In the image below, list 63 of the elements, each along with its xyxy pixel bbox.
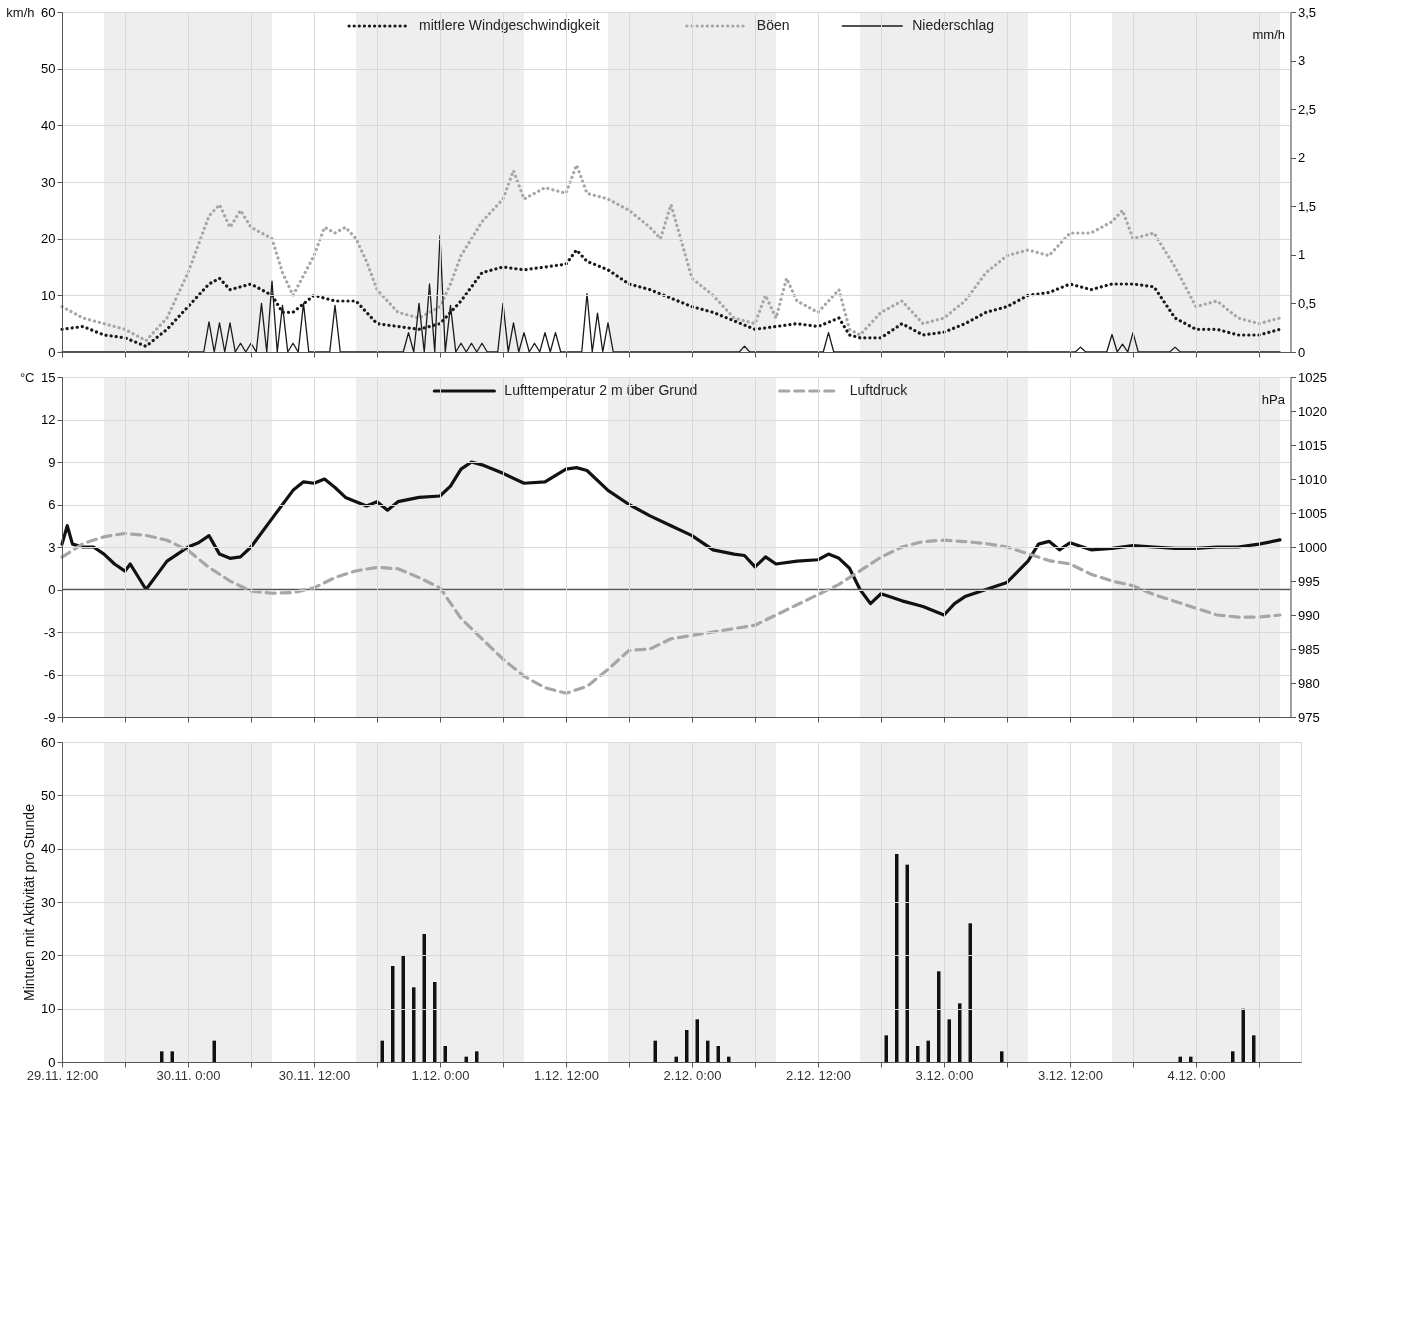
y2-tick-label: 1015	[1298, 437, 1327, 453]
y2-tick-label: 1025	[1298, 369, 1327, 385]
y2-tick-label: 2,5	[1298, 101, 1317, 117]
y-tick-label: 40	[41, 841, 56, 857]
y2-tick-label: 3,5	[1298, 4, 1317, 20]
legend-label: Böen	[756, 17, 790, 33]
y-tick-label: 20	[41, 947, 56, 963]
x-tick-label: 1.12. 0:00	[411, 1067, 470, 1083]
y-tick-label: 50	[41, 787, 56, 803]
y-tick-label: 0	[48, 1054, 56, 1070]
y-tick-label: -3	[43, 624, 56, 640]
y2-tick-label: 0	[1298, 344, 1306, 360]
y-axis-title: Mintuen mit Aktivität pro Stunde	[21, 803, 38, 1001]
y2-tick-label: 2	[1298, 150, 1306, 166]
y2-tick-label: 990	[1298, 607, 1320, 623]
y-tick-label: 40	[41, 117, 56, 133]
y2-tick-label: 1010	[1298, 471, 1327, 487]
y2-tick-label: 1005	[1298, 505, 1327, 521]
y-tick-label: 9	[48, 454, 56, 470]
y-axis-title: °C	[19, 369, 35, 385]
y-tick-label: 12	[41, 412, 56, 427]
y2-axis-title: mm/h	[1252, 26, 1285, 42]
y-tick-label: 20	[41, 231, 56, 247]
y-tick-label: 10	[41, 287, 56, 303]
x-tick-label: 29.11. 12:00	[26, 1067, 99, 1083]
y2-tick-label: 0,5	[1298, 295, 1317, 311]
y-tick-label: 30	[41, 894, 56, 910]
y-tick-label: -9	[43, 709, 56, 725]
y-tick-label: 6	[48, 497, 56, 512]
legend-label: Luftdruck	[849, 382, 909, 398]
y2-axis-title: hPa	[1261, 391, 1286, 407]
y2-tick-label: 975	[1298, 709, 1320, 725]
y-tick-label: -6	[43, 667, 56, 682]
y-tick-label: 3	[48, 539, 56, 555]
x-tick-label: 3.12. 12:00	[1037, 1067, 1104, 1083]
legend-label: Niederschlag	[912, 17, 994, 33]
legend-label: Lufttemperatur 2 m über Grund	[504, 382, 698, 398]
y2-tick-label: 1	[1298, 247, 1306, 263]
y-tick-label: 50	[41, 61, 56, 77]
y2-tick-label: 995	[1298, 573, 1320, 589]
y2-tick-label: 980	[1298, 675, 1320, 691]
line-series	[60, 531, 1282, 695]
y2-tick-label: 3	[1298, 53, 1306, 69]
y-tick-label: 0	[48, 582, 56, 597]
x-tick-label: 3.12. 0:00	[915, 1067, 974, 1083]
x-tick-label: 1.12. 12:00	[533, 1067, 600, 1083]
y-tick-label: 60	[41, 4, 56, 20]
y2-tick-label: 1,5	[1298, 198, 1317, 214]
y-tick-label: 0	[48, 344, 56, 360]
x-tick-label: 30.11. 0:00	[156, 1067, 221, 1083]
y-tick-label: 10	[41, 1001, 56, 1017]
y-tick-label: 30	[41, 174, 56, 190]
x-tick-label: 2.12. 0:00	[663, 1067, 722, 1083]
x-tick-label: 2.12. 12:00	[785, 1067, 852, 1083]
y2-tick-label: 985	[1298, 641, 1320, 657]
legend-label: mittlere Windgeschwindigkeit	[419, 17, 600, 33]
y-axis-title: km/h	[6, 4, 35, 20]
y-tick-label: 60	[41, 734, 56, 750]
y2-tick-label: 1000	[1298, 539, 1327, 555]
x-tick-label: 4.12. 0:00	[1167, 1067, 1226, 1083]
y2-tick-label: 1020	[1298, 403, 1327, 419]
y-tick-label: 15	[41, 369, 56, 385]
x-tick-label: 30.11. 12:00	[278, 1067, 351, 1083]
